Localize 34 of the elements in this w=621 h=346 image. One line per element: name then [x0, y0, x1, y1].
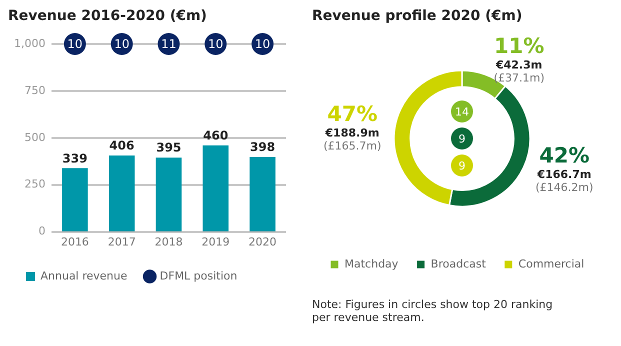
data-label: 395 [156, 140, 182, 155]
annotation: 10 [208, 37, 224, 52]
x-tick-label: 2019 [202, 235, 230, 248]
x-tick-label: 2016 [60, 235, 89, 248]
text: Note: Figures in circles show top 20 ranking per revenue stream. [312, 298, 554, 324]
data-label: 398 [250, 140, 276, 154]
text: 9 [458, 132, 466, 146]
data-label: 406 [109, 138, 134, 153]
legend-label: Matchday [344, 257, 399, 270]
chart-title: Revenue 2016-2020 (€m) [8, 8, 208, 26]
text: 9 [458, 159, 466, 172]
annotation: 10 [114, 37, 130, 52]
data-label: 339 [62, 151, 88, 166]
y-tick-label: 250 [24, 178, 46, 191]
y-tick-label: 750 [24, 84, 46, 97]
annotation: 10 [254, 37, 270, 52]
y-tick-label: 0 [38, 224, 46, 238]
data-label: 47% €188.9m (£165.7m) [323, 102, 382, 152]
y-tick-label: 500 [24, 130, 46, 144]
x-tick-label: 2020 [248, 235, 277, 248]
chart-title: Revenue profile 2020 (€m) [312, 8, 524, 26]
annotation: 11 [161, 37, 176, 52]
data-label: 11% €42.3m (£37.1m) [494, 34, 544, 85]
x-tick-label: 2017 [108, 235, 136, 248]
legend-label: Annual revenue [40, 269, 128, 282]
data-label: 460 [203, 128, 228, 143]
legend-label: Commercial [518, 257, 584, 270]
x-tick-label: 2018 [154, 235, 183, 248]
text: 14 [455, 105, 469, 118]
y-tick-label: 1,000 [14, 36, 46, 50]
annotation: 10 [67, 37, 83, 52]
legend-label: DFML position [160, 269, 238, 282]
legend-label: Broadcast [430, 257, 487, 270]
data-label: 42% €166.7m (£146.2m) [535, 144, 594, 194]
